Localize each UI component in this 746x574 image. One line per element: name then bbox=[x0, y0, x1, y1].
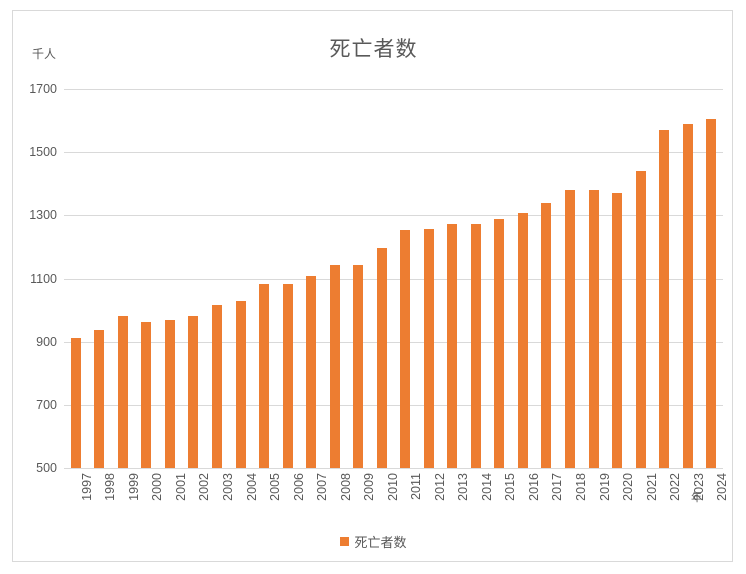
bar[interactable] bbox=[423, 229, 434, 468]
chart-title: 死亡者数 bbox=[329, 38, 418, 61]
x-axis-tick-label: 1997 bbox=[79, 473, 94, 501]
y-axis-tick-label: 1500 bbox=[29, 145, 57, 159]
x-axis-tick-label: 2016 bbox=[526, 473, 541, 501]
bar[interactable] bbox=[306, 275, 317, 468]
legend-item-label: 死亡者数 bbox=[354, 535, 407, 550]
bar[interactable] bbox=[164, 319, 175, 468]
x-axis-tick-label: 2002 bbox=[197, 473, 212, 501]
bar[interactable] bbox=[94, 330, 105, 468]
y-axis-tick-label: 700 bbox=[36, 398, 57, 412]
x-axis-tick-label: 2010 bbox=[385, 473, 400, 501]
bar[interactable] bbox=[259, 283, 270, 468]
x-axis-tick-label: 2023 bbox=[691, 473, 706, 501]
bar[interactable] bbox=[211, 305, 222, 468]
x-axis-tick-label: 2012 bbox=[432, 473, 447, 501]
bar[interactable] bbox=[706, 119, 717, 468]
x-axis-tick-label: 2006 bbox=[291, 473, 306, 501]
bar[interactable] bbox=[117, 315, 128, 468]
x-axis-tick-label: 2015 bbox=[503, 473, 518, 501]
bar[interactable] bbox=[494, 218, 505, 468]
x-axis-tick-label: 2019 bbox=[597, 473, 612, 501]
x-axis-tick-label: 2013 bbox=[456, 473, 471, 501]
bar[interactable] bbox=[517, 212, 528, 468]
x-axis-tick-label: 2004 bbox=[244, 473, 259, 501]
bar[interactable] bbox=[353, 265, 364, 468]
x-axis-tick-label: 2024 bbox=[715, 473, 730, 501]
x-axis-tick-label: 2021 bbox=[644, 473, 659, 501]
bar[interactable] bbox=[141, 322, 152, 468]
bar[interactable] bbox=[235, 300, 246, 468]
x-axis-tick-label: 2011 bbox=[409, 473, 424, 500]
x-axis-unit-label: 年 bbox=[691, 492, 702, 504]
y-axis-tick-label: 500 bbox=[36, 461, 57, 475]
x-axis-tick-label: 2007 bbox=[315, 473, 330, 501]
bar[interactable] bbox=[541, 202, 552, 468]
bar[interactable] bbox=[329, 265, 340, 468]
x-axis-tick-label: 2000 bbox=[150, 473, 165, 501]
y-axis-tick-label: 900 bbox=[36, 335, 57, 349]
x-axis-tick-label: 2008 bbox=[338, 473, 353, 501]
gridline: 1100 bbox=[30, 272, 723, 286]
bar[interactable] bbox=[188, 315, 199, 468]
gridline: 500 bbox=[36, 461, 723, 475]
legend-color-swatch bbox=[340, 537, 350, 546]
bar[interactable] bbox=[682, 123, 693, 468]
bar[interactable] bbox=[282, 283, 293, 468]
gridline: 1700 bbox=[29, 82, 723, 96]
gridline: 700 bbox=[36, 398, 723, 412]
chart-container[interactable]: 死亡者数 千人 年 1700 1500 1300 1100 900 700 500 1997 1… bbox=[12, 10, 733, 562]
bar[interactable] bbox=[612, 192, 623, 468]
bar[interactable] bbox=[70, 337, 81, 468]
x-axis-tick-label: 2022 bbox=[668, 473, 683, 501]
gridline: 1300 bbox=[29, 208, 723, 222]
bar[interactable] bbox=[565, 189, 576, 468]
bar[interactable] bbox=[447, 223, 458, 468]
x-axis-tick-label: 2018 bbox=[574, 473, 589, 501]
x-axis-tick-label: 2017 bbox=[550, 473, 565, 501]
plot-area: 1700 1500 1300 1100 900 700 500 1997 1998 1999 200… bbox=[29, 82, 729, 501]
y-axis-tick-label: 1100 bbox=[30, 272, 57, 286]
x-axis-tick-label: 1999 bbox=[126, 473, 141, 501]
bar[interactable] bbox=[470, 223, 481, 468]
y-axis-unit-label: 千人 bbox=[32, 47, 57, 61]
bar[interactable] bbox=[400, 230, 411, 468]
x-axis-tick-label: 2003 bbox=[220, 473, 235, 501]
bar[interactable] bbox=[588, 189, 599, 468]
x-axis-tick-label: 2020 bbox=[621, 473, 636, 501]
chart-legend[interactable]: 死亡者数 bbox=[13, 532, 734, 551]
x-axis-tick-label: 2014 bbox=[479, 473, 494, 501]
gridline: 900 bbox=[36, 335, 723, 349]
x-axis-tick-label: 2009 bbox=[362, 473, 377, 501]
x-axis-tick-label: 2005 bbox=[268, 473, 283, 501]
bar[interactable] bbox=[659, 130, 670, 468]
x-axis-tick-label: 2001 bbox=[173, 473, 188, 501]
bar[interactable] bbox=[635, 171, 646, 468]
gridline: 1500 bbox=[29, 145, 723, 159]
y-axis-tick-label: 1700 bbox=[29, 82, 57, 96]
y-axis-tick-label: 1300 bbox=[29, 208, 57, 222]
x-axis-tick-label: 1998 bbox=[103, 473, 118, 501]
bar[interactable] bbox=[376, 247, 387, 468]
